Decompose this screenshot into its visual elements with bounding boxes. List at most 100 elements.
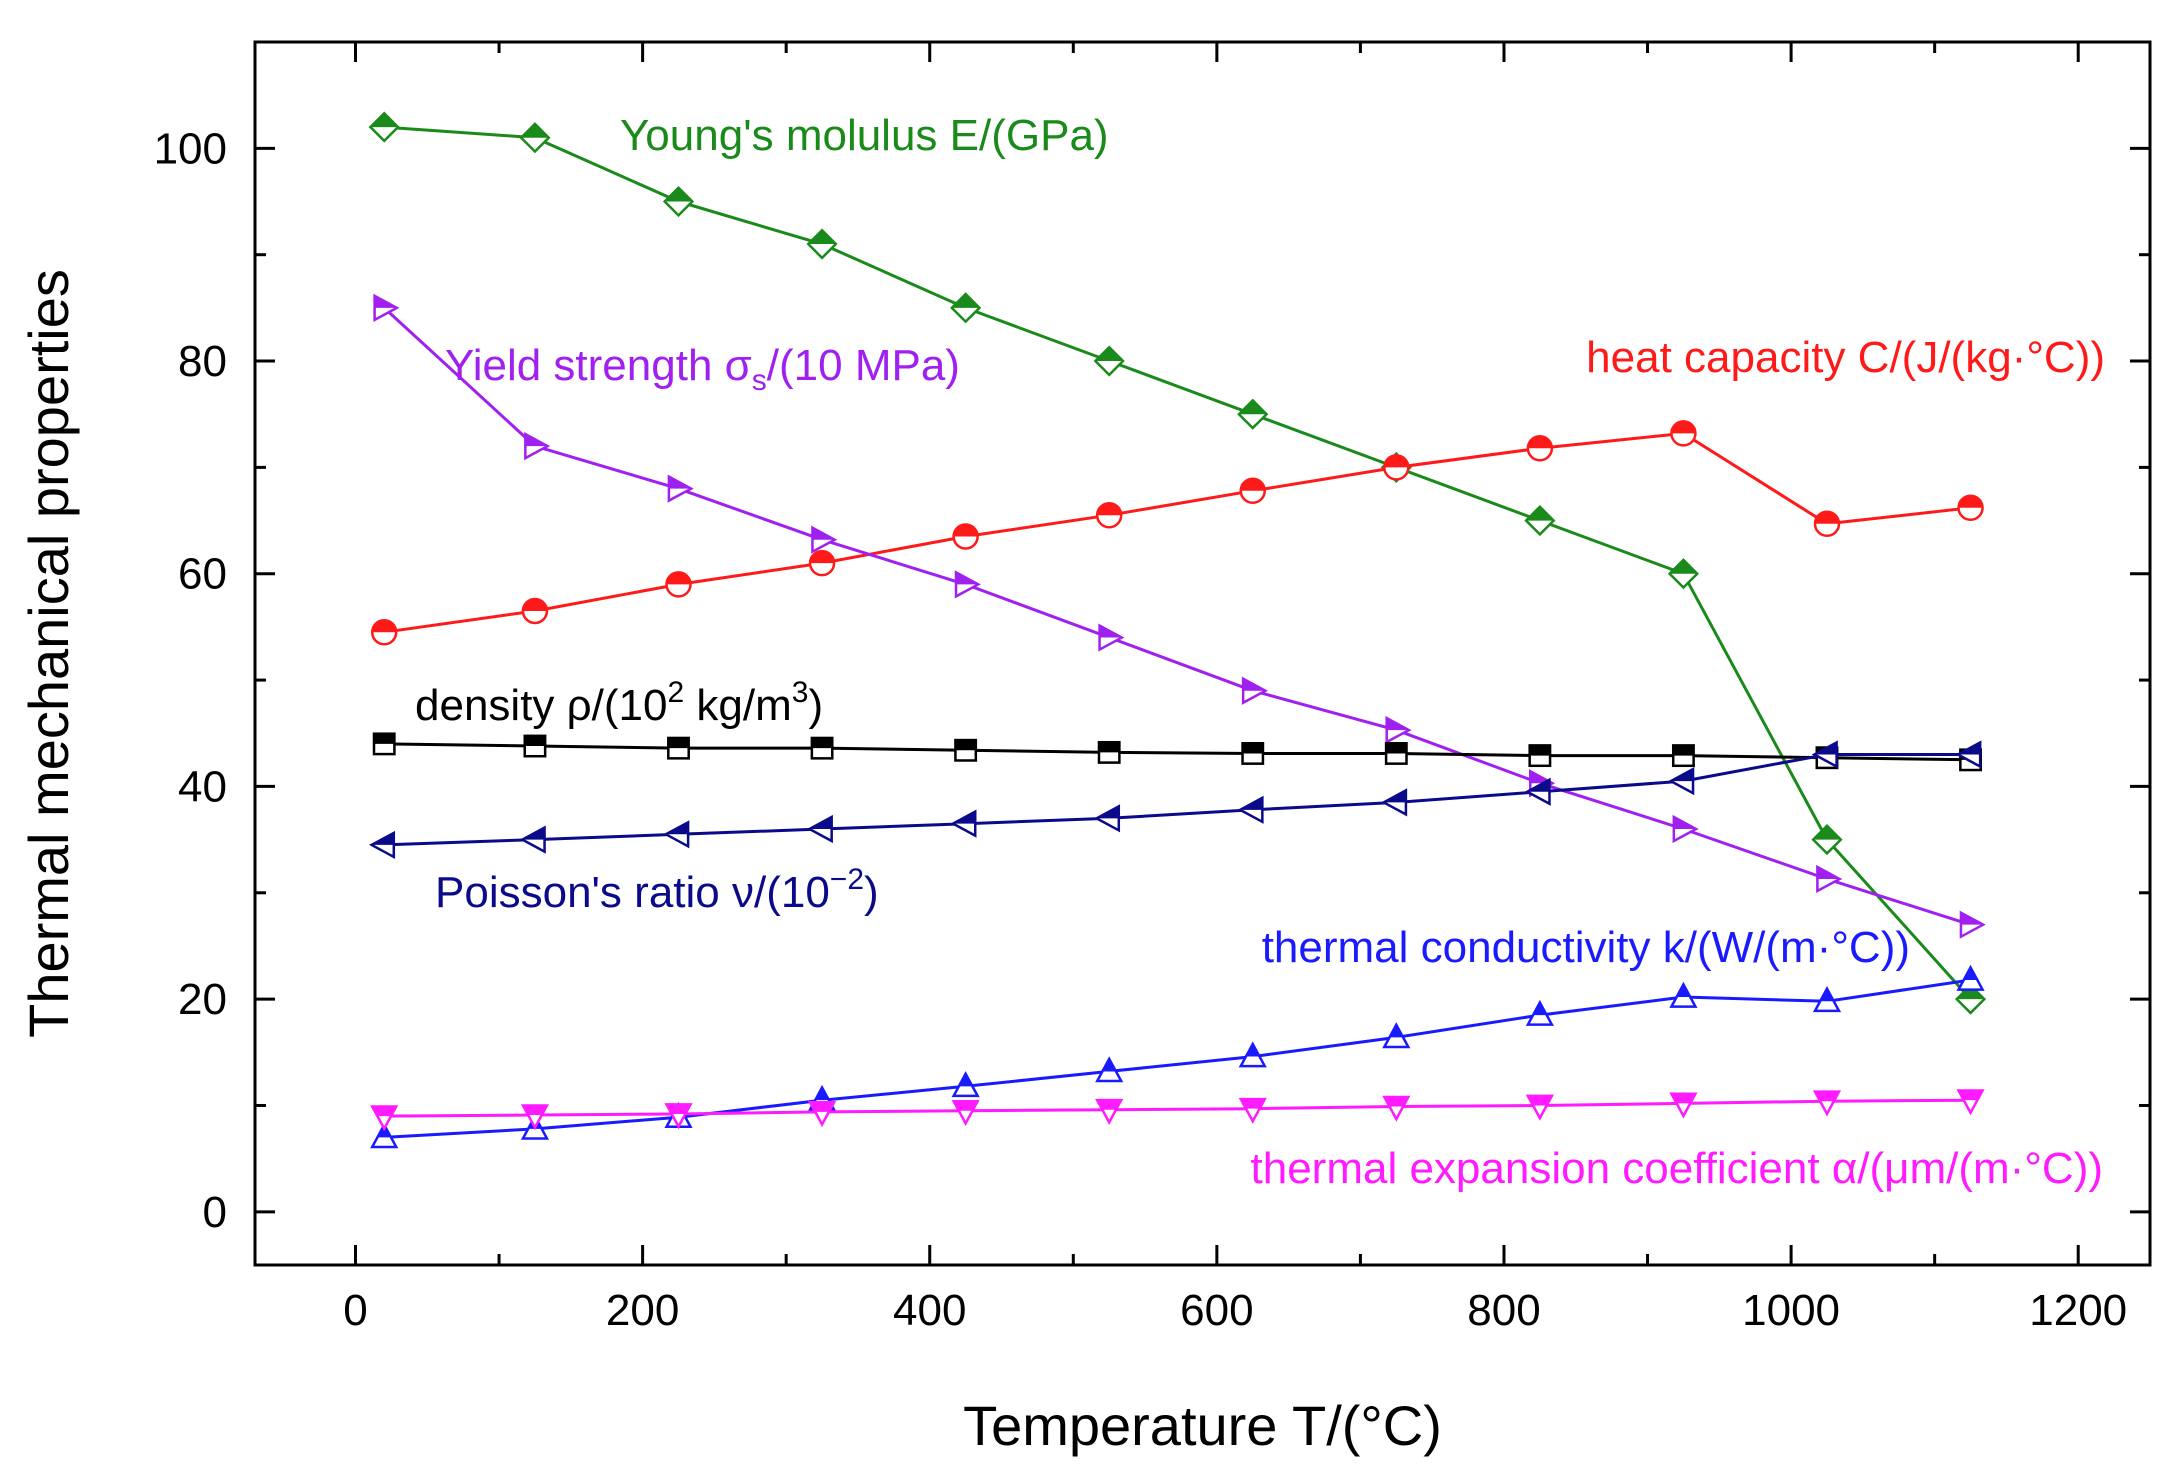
series-5 [368, 740, 1982, 860]
series-5-point-11 [1811, 740, 1838, 769]
series-7-point-5 [951, 1099, 980, 1127]
series-1-point-3 [662, 185, 695, 218]
series-5-point-2 [519, 825, 546, 854]
series-5-point-5 [950, 809, 977, 838]
series-2-point-10 [1670, 420, 1697, 447]
series-5-line [384, 753, 1971, 847]
series-2-point-2 [521, 597, 549, 625]
series-2-point-4 [808, 549, 836, 577]
series-4-point-7 [1241, 742, 1265, 765]
y-axis-title: Thermal mechanical properties [17, 269, 80, 1038]
series-6-label: thermal conductivity k/(W/(m·°C)) [1262, 923, 1910, 972]
series-4-point-1 [372, 732, 396, 756]
series-4-point-10 [1671, 744, 1695, 768]
series-4-point-2 [523, 734, 547, 758]
series-2-label: heat capacity C/(J/(kg·°C)) [1586, 333, 2105, 382]
series-4-label-part-1: density ρ/(10 [415, 681, 667, 730]
series-1-point-10 [1667, 558, 1699, 590]
series-labels: Young's molulus E/(GPa) heat capacity C/(… [415, 111, 2105, 1193]
series-7-point-1 [370, 1105, 399, 1132]
series-4-point-4 [810, 736, 834, 760]
series-4-point-9 [1528, 744, 1552, 768]
series-4-label-part-5: ) [808, 681, 823, 730]
y-tick-label-6: 100 [154, 124, 227, 173]
series-1-point-11 [1811, 824, 1843, 856]
series-6-point-6 [1095, 1056, 1124, 1083]
series-1-point-9 [1524, 504, 1556, 537]
series-5-point-7 [1237, 795, 1264, 824]
marks-layer [368, 111, 1987, 1149]
series-5-label-part-2: −2 [830, 863, 864, 896]
series-3-label: Yield strength σs/(10 MPa) [445, 341, 960, 397]
series-6-point-11 [1812, 986, 1842, 1013]
series-3-label-part-2: s [752, 364, 767, 397]
series-2-point-12 [1957, 494, 1984, 522]
series-5-point-10 [1668, 767, 1695, 796]
series-4-point-5 [954, 738, 978, 762]
series-1-point-1 [368, 111, 400, 143]
series-1-point-6 [1093, 345, 1125, 377]
series-3-line [383, 306, 1971, 927]
series-4-point-6 [1097, 740, 1121, 764]
series-5-label-part-1: Poisson's ratio ν/(10 [435, 868, 830, 917]
series-5-point-4 [806, 814, 833, 844]
series-7 [370, 1089, 1985, 1132]
series-1-label: Young's molulus E/(GPa) [620, 111, 1109, 160]
series-7-point-2 [520, 1104, 550, 1131]
series-1-line [384, 125, 1972, 1001]
series-6-point-9 [1525, 999, 1554, 1026]
y-tick-label-2: 20 [178, 975, 227, 1024]
x-tick-label-7: 1200 [2029, 1286, 2127, 1335]
series-5-point-12 [1955, 740, 1982, 769]
y-tick-label-1: 0 [203, 1188, 227, 1237]
series-6-point-5 [951, 1071, 980, 1098]
series-2-point-5 [952, 523, 979, 550]
series-4-point-8 [1384, 742, 1408, 765]
series-4-line [384, 742, 1971, 762]
series-7-point-11 [1812, 1090, 1842, 1117]
series-7-point-10 [1669, 1092, 1698, 1119]
series-1-point-2 [519, 122, 551, 154]
series-5-point-6 [1093, 804, 1121, 833]
series-2-point-11 [1813, 510, 1841, 538]
series-7-point-9 [1525, 1094, 1554, 1121]
series-4-label-part-2: 2 [667, 676, 684, 709]
series-7-point-7 [1238, 1097, 1267, 1124]
series-2-line [383, 431, 1971, 634]
y-tick-label-3: 40 [178, 762, 227, 811]
series-3-point-10 [1672, 814, 1699, 844]
series-6-point-12 [1956, 964, 1985, 991]
series-1-point-4 [806, 228, 838, 260]
x-tick-label-5: 800 [1467, 1286, 1540, 1335]
series-6-point-7 [1238, 1041, 1267, 1068]
series-1-point-7 [1237, 398, 1269, 430]
x-tick-label-3: 400 [893, 1286, 966, 1335]
series-5-label: Poisson's ratio ν/(10−2) [435, 863, 879, 917]
series-7-label-part-1: thermal expansion coefficient α/(μm/(m·°… [1251, 1144, 2103, 1193]
series-7-point-4 [807, 1101, 837, 1128]
series-5-label-part-3: ) [864, 868, 879, 917]
plot-frame [253, 40, 2152, 1267]
series-2-point-3 [665, 571, 692, 598]
series-2-point-8 [1383, 454, 1410, 481]
series-5-point-3 [663, 820, 690, 849]
series-3-point-11 [1816, 864, 1843, 894]
series-7-label: thermal expansion coefficient α/(μm/(m·°… [1251, 1144, 2103, 1193]
series-3-label-part-3: /(10 MPa) [767, 341, 960, 390]
series-3-label-part-1: Yield strength σ [445, 341, 752, 390]
series-3-point-12 [1959, 910, 1986, 939]
series-3 [373, 293, 1986, 939]
x-tick-label-4: 600 [1180, 1286, 1253, 1335]
series-4 [372, 732, 1982, 772]
series-5-point-1 [368, 830, 396, 860]
series-2-label-part-1: heat capacity C/(J/(kg·°C)) [1586, 333, 2105, 382]
series-3-point-8 [1385, 715, 1412, 745]
series-4-label-part-4: 3 [792, 676, 809, 709]
series-3-point-5 [954, 570, 981, 599]
series-3-point-7 [1241, 676, 1268, 705]
series-3-point-3 [667, 474, 694, 503]
series-1-label-part-1: Young's molulus E/(GPa) [620, 111, 1109, 160]
y-tick-label-4: 60 [178, 550, 227, 599]
series-7-line [384, 1098, 1971, 1118]
